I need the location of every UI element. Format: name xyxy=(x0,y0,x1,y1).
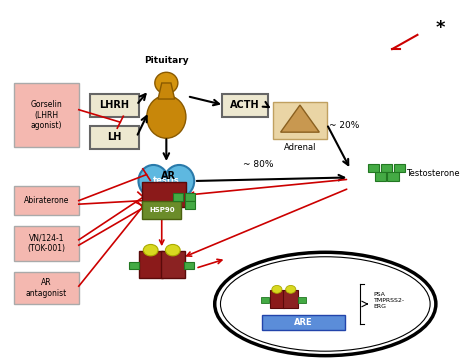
FancyBboxPatch shape xyxy=(14,186,79,215)
FancyBboxPatch shape xyxy=(381,164,392,172)
FancyBboxPatch shape xyxy=(374,172,386,181)
Ellipse shape xyxy=(215,252,436,355)
FancyBboxPatch shape xyxy=(185,193,195,201)
FancyBboxPatch shape xyxy=(14,83,79,147)
FancyBboxPatch shape xyxy=(184,262,194,269)
FancyBboxPatch shape xyxy=(185,201,195,209)
FancyBboxPatch shape xyxy=(142,182,186,207)
Circle shape xyxy=(143,244,158,256)
Text: Gorselin
(LHRH
agonist): Gorselin (LHRH agonist) xyxy=(31,100,63,130)
Text: Adrenal: Adrenal xyxy=(284,143,316,152)
Ellipse shape xyxy=(147,96,186,138)
Text: *: * xyxy=(436,19,445,37)
Text: ~ 80%: ~ 80% xyxy=(243,160,274,169)
Text: ~ 20%: ~ 20% xyxy=(328,121,359,130)
Text: HSP90: HSP90 xyxy=(149,207,174,213)
FancyBboxPatch shape xyxy=(270,290,284,308)
Text: testis: testis xyxy=(153,177,180,185)
FancyBboxPatch shape xyxy=(387,172,399,181)
Text: Testosterone: Testosterone xyxy=(406,169,460,178)
Text: ACTH: ACTH xyxy=(230,100,259,110)
FancyBboxPatch shape xyxy=(129,262,139,269)
Text: ARE: ARE xyxy=(294,317,313,327)
Polygon shape xyxy=(158,83,174,99)
Circle shape xyxy=(286,286,296,293)
FancyBboxPatch shape xyxy=(261,297,269,303)
FancyBboxPatch shape xyxy=(273,101,327,139)
FancyBboxPatch shape xyxy=(173,193,183,201)
Text: AR
antagonist: AR antagonist xyxy=(26,278,67,298)
FancyBboxPatch shape xyxy=(139,251,163,278)
Text: Pituitary: Pituitary xyxy=(144,56,189,65)
FancyBboxPatch shape xyxy=(262,315,345,330)
FancyBboxPatch shape xyxy=(161,251,185,278)
Ellipse shape xyxy=(155,72,178,94)
Text: Abiraterone: Abiraterone xyxy=(24,196,69,205)
FancyBboxPatch shape xyxy=(394,164,405,172)
Text: VN/124-1
(TOK-001): VN/124-1 (TOK-001) xyxy=(27,234,65,253)
FancyBboxPatch shape xyxy=(91,94,139,117)
FancyBboxPatch shape xyxy=(14,272,79,304)
Text: AR: AR xyxy=(161,171,176,181)
FancyBboxPatch shape xyxy=(142,201,181,219)
Circle shape xyxy=(165,244,180,256)
Ellipse shape xyxy=(138,165,168,197)
FancyBboxPatch shape xyxy=(14,226,79,261)
Text: PSA
TMPRSS2-
ERG: PSA TMPRSS2- ERG xyxy=(374,292,405,309)
FancyBboxPatch shape xyxy=(283,290,298,308)
FancyBboxPatch shape xyxy=(368,164,379,172)
FancyBboxPatch shape xyxy=(222,94,268,117)
Polygon shape xyxy=(281,105,319,132)
Text: LHRH: LHRH xyxy=(100,100,129,110)
FancyBboxPatch shape xyxy=(298,297,306,303)
Text: LH: LH xyxy=(107,132,122,142)
Ellipse shape xyxy=(164,165,194,197)
FancyBboxPatch shape xyxy=(91,126,139,149)
Circle shape xyxy=(272,286,282,293)
